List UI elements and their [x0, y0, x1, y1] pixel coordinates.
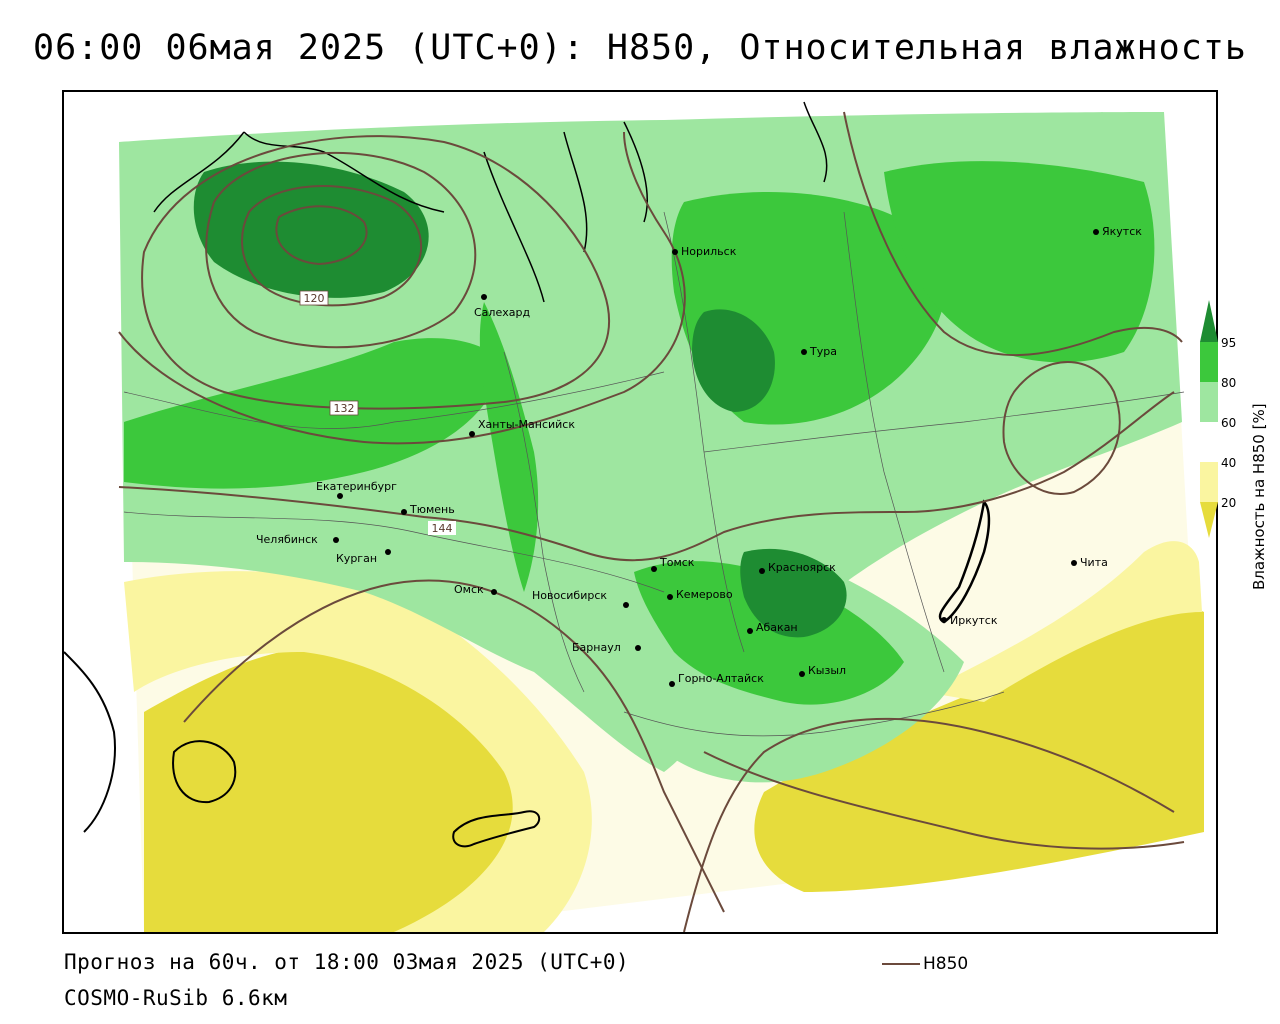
isoline-legend-label: H850: [923, 954, 969, 974]
wet-core-krasnoyarsk: [740, 548, 847, 638]
wet-zone-ural-band: [124, 338, 504, 489]
colorbar-tick-40: 40: [1221, 456, 1237, 470]
colorbar-segment-30: [1200, 462, 1218, 502]
city-label-norilsk: Норильск: [681, 245, 737, 258]
dry-zone-east-light: [924, 541, 1202, 702]
city-label-kurgan: Курган: [336, 552, 377, 565]
isoline-120-inner: [275, 205, 368, 266]
city-label-gorno-altaysk: Горно-Алтайск: [678, 672, 764, 685]
wet-zone-ob-strip: [479, 302, 539, 592]
colorbar-tick-80: 80: [1221, 376, 1237, 390]
city-dot-tomsk: [651, 566, 657, 572]
city-label-khanty-mansiysk: Ханты-Мансийск: [478, 418, 575, 431]
cities: Норильск Якутск Салехард Тура Ханты-Манс…: [256, 225, 1142, 687]
colorbar-title-text: Влажность на H850 [%]: [1250, 403, 1268, 590]
city-dot-barnaul: [635, 645, 641, 651]
aral-sea: [172, 740, 237, 804]
city-dot-abakan: [747, 628, 753, 634]
colorbar-tick-95: 95: [1221, 336, 1237, 350]
city-dot-tyumen: [401, 509, 407, 515]
lake-balkhash: [452, 810, 541, 848]
colorbar-tick-60: 60: [1221, 416, 1237, 430]
city-label-tura: Тура: [809, 345, 837, 358]
city-label-kyzyl: Кызыл: [808, 664, 846, 677]
isoline-south: [703, 751, 1185, 850]
city-dot-kemerovo: [667, 594, 673, 600]
colorbar-segment-40: [1200, 422, 1218, 462]
city-dot-norilsk: [672, 249, 678, 255]
isoline-label-group-1: 120: [299, 290, 329, 306]
colorbar-tick-20: 20: [1221, 496, 1237, 510]
isoline-132: [141, 135, 610, 410]
city-label-chita: Чита: [1080, 556, 1108, 569]
dry-zone-west-light: [124, 571, 592, 932]
colorbar-title: Влажность на H850 [%]: [1248, 340, 1268, 590]
colorbar: [1200, 300, 1218, 538]
city-label-tyumen: Тюмень: [409, 503, 455, 516]
isoline-label-group-3: 144: [428, 521, 456, 535]
wet-zone-yakutia: [884, 161, 1155, 363]
isoline-126: [205, 151, 477, 349]
humidity-map: 120 132 144 Норильск Якутск Салехард Тур…: [64, 101, 1204, 932]
wet-core-tura: [692, 309, 775, 412]
city-dot-gorno-altaysk: [669, 681, 675, 687]
colorbar-segment-80: [1200, 342, 1218, 382]
isoline-label-132: 132: [334, 402, 355, 415]
city-label-kemerovo: Кемерово: [676, 588, 733, 601]
city-dot-tura: [801, 349, 807, 355]
city-label-novosibirsk: Новосибирск: [532, 589, 607, 602]
city-label-abakan: Абакан: [756, 621, 798, 634]
model-caption: COSMO-RuSib 6.6км: [64, 986, 288, 1010]
isoline-152: [683, 717, 1175, 932]
city-label-barnaul: Барнаул: [572, 641, 621, 654]
colorbar-segment-60: [1200, 382, 1218, 422]
wet-zone-altai-sayan: [634, 561, 904, 705]
city-label-omsk: Омск: [454, 583, 484, 596]
city-dot-novosibirsk: [623, 602, 629, 608]
isoline-east: [843, 111, 1183, 357]
city-label-tomsk: Томск: [659, 556, 695, 569]
isoline-label-144: 144: [432, 522, 453, 535]
isoline-150: [183, 579, 725, 913]
map-title: 06:00 06мая 2025 (UTC+0): H850, Относите…: [33, 28, 1247, 68]
isoline-ring-east: [1002, 361, 1121, 495]
forecast-caption: Прогноз на 60ч. от 18:00 03мая 2025 (UTC…: [64, 950, 630, 974]
city-dot-ekaterinburg: [337, 493, 343, 499]
dry-zone-south-east: [754, 609, 1204, 892]
city-dot-omsk: [491, 589, 497, 595]
region-borders: [123, 211, 1185, 737]
city-dot-yakutsk: [1093, 229, 1099, 235]
city-label-ekaterinburg: Екатеринбург: [316, 480, 397, 493]
dry-zone-south-west: [144, 646, 546, 932]
isoline-label-group-2: 132: [329, 400, 359, 416]
coastline-north: [153, 101, 828, 303]
city-dot-irkutsk: [941, 617, 947, 623]
city-label-salekhard: Салехард: [474, 306, 530, 319]
city-label-irkutsk: Иркутск: [950, 614, 998, 627]
city-dot-kurgan: [385, 549, 391, 555]
isoline-138: [118, 131, 686, 445]
wet-core-yamal: [193, 161, 429, 298]
city-dot-krasnoyarsk: [759, 568, 765, 574]
city-label-chelyabinsk: Челябинск: [256, 533, 318, 546]
isoline-label-120: 120: [304, 292, 325, 305]
isoline-120: [241, 185, 423, 307]
colorbar-segment-95: [1200, 300, 1218, 342]
city-dot-salekhard: [481, 294, 487, 300]
city-dot-kyzyl: [799, 671, 805, 677]
isoline-144: [118, 391, 1175, 562]
city-label-yakutsk: Якутск: [1102, 225, 1142, 238]
colorbar-segment-20: [1200, 502, 1218, 538]
city-label-krasnoyarsk: Красноярск: [768, 561, 836, 574]
isoline-legend-swatch: [882, 963, 920, 965]
city-dot-chelyabinsk: [333, 537, 339, 543]
city-dot-chita: [1071, 560, 1077, 566]
map-panel: 120 132 144 Норильск Якутск Салехард Тур…: [62, 90, 1218, 934]
city-dot-khanty-mansiysk: [469, 431, 475, 437]
caspian-coast: [64, 651, 116, 833]
h850-isolines: [118, 111, 1185, 932]
